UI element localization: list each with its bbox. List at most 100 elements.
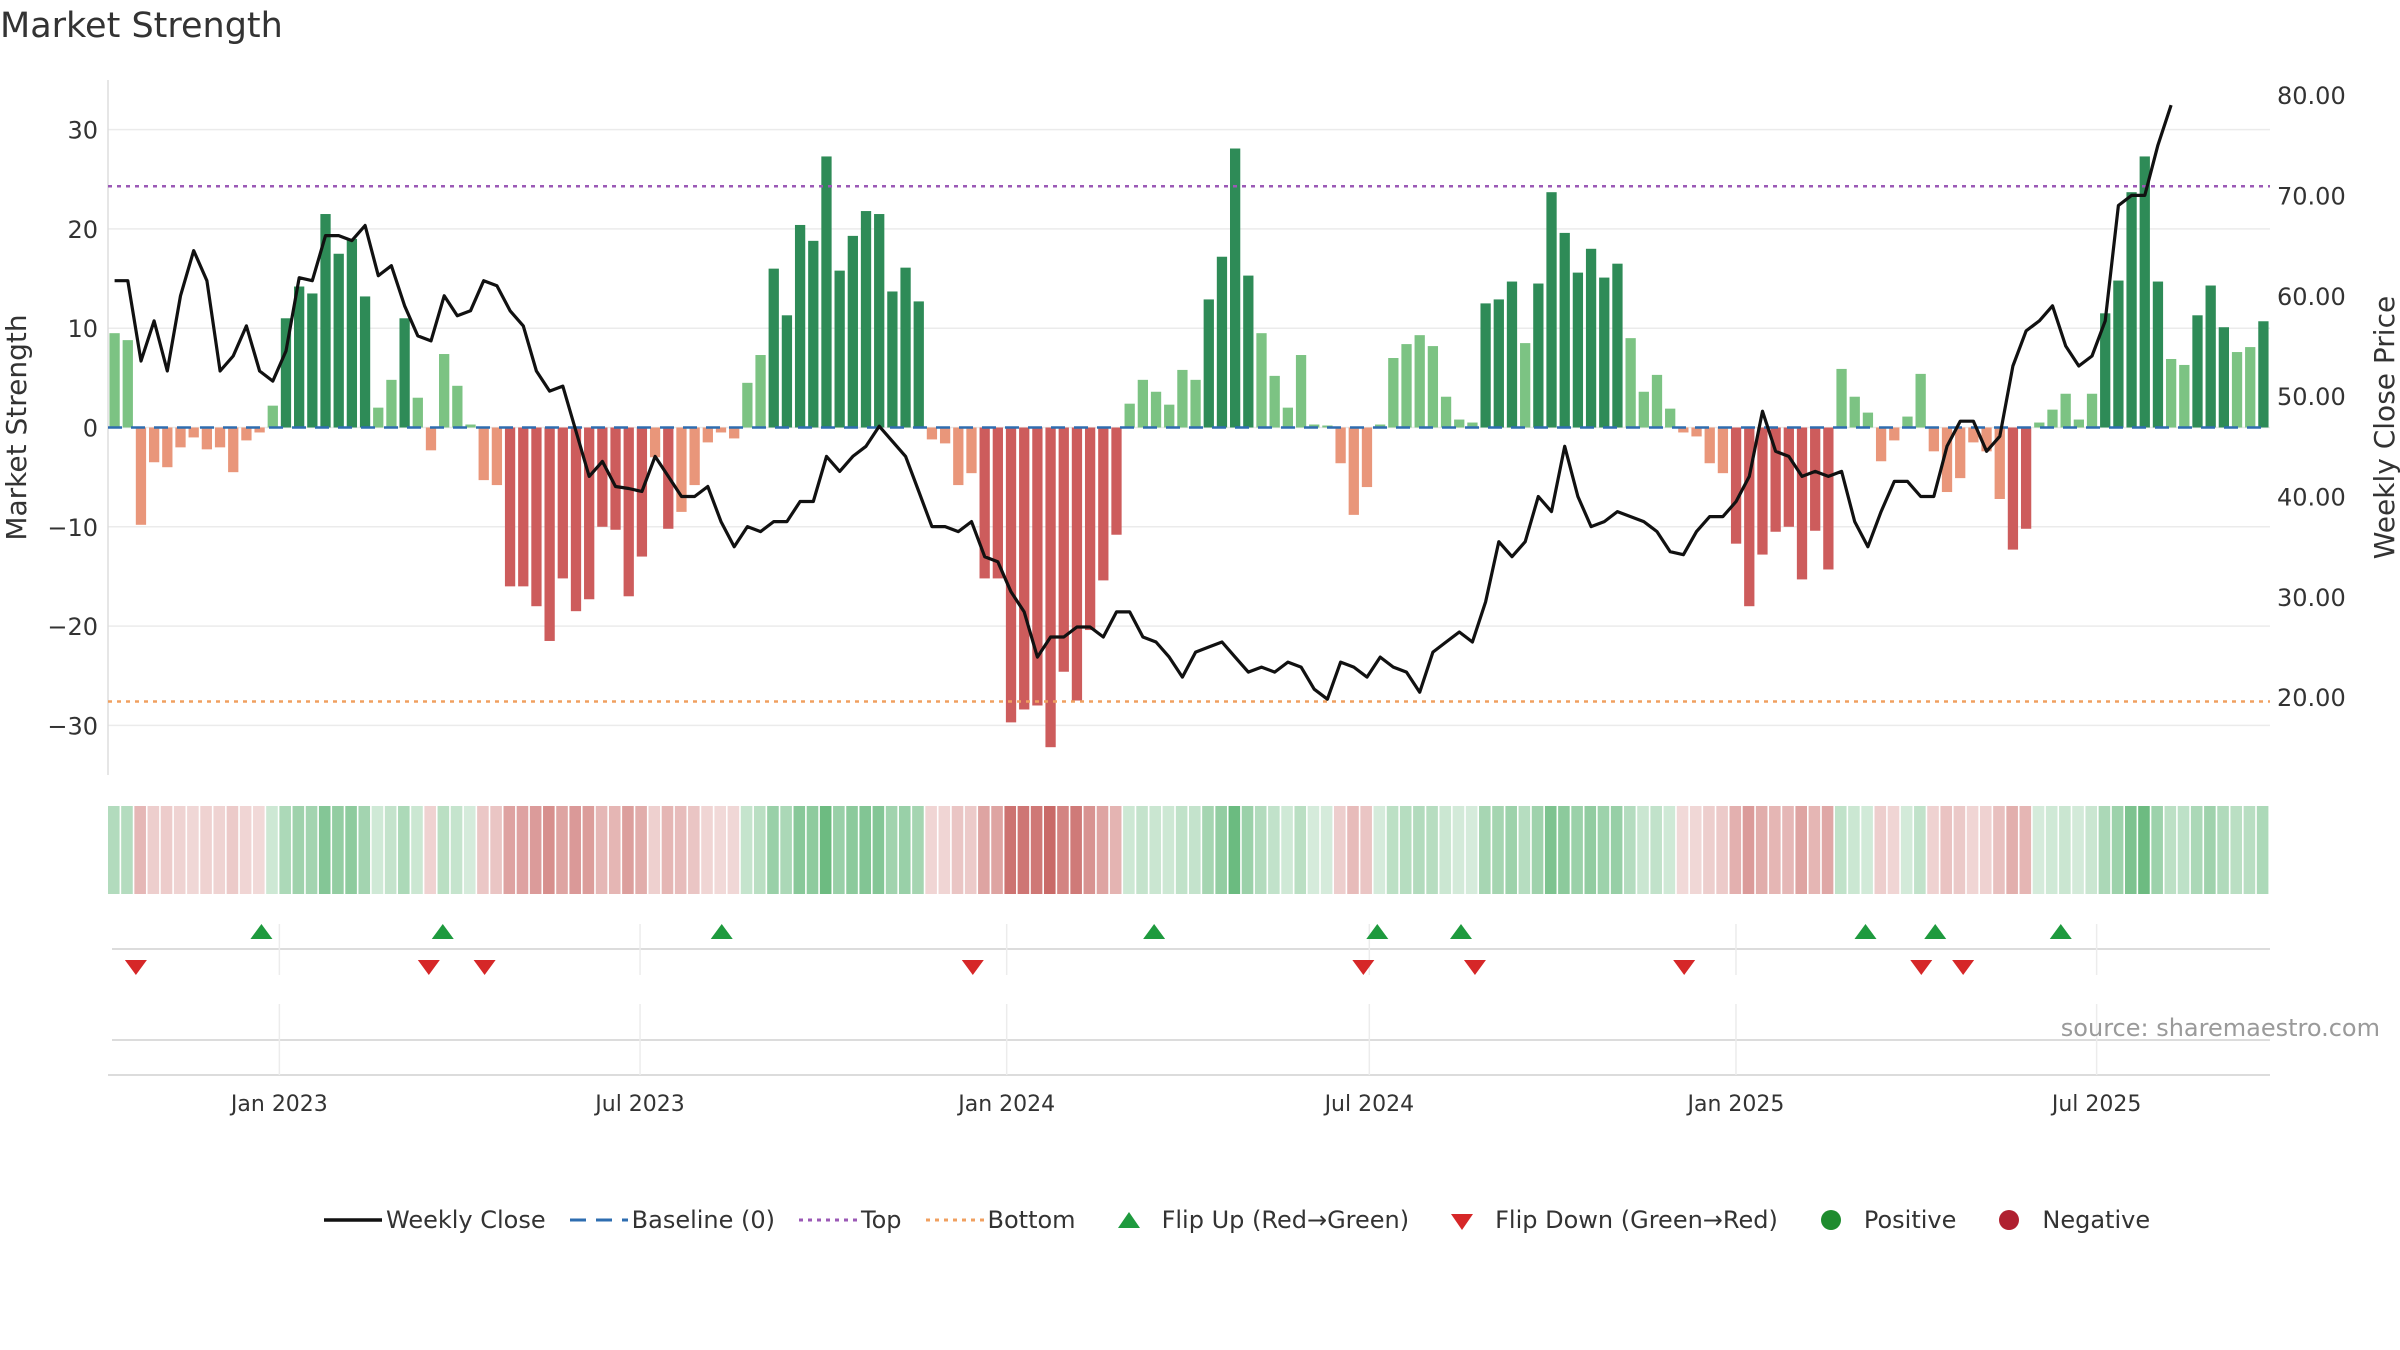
flip-up-marker: [710, 924, 733, 939]
strength-strip-cell: [529, 806, 542, 894]
strength-strip-cell: [1755, 806, 1768, 894]
strength-strip-cell: [1861, 806, 1873, 894]
legend-symbol-icon: [320, 1206, 386, 1234]
strength-strip-cell: [398, 806, 410, 894]
strength-strip-cell: [424, 806, 436, 894]
strength-bar: [1823, 427, 1834, 570]
strength-strip-cell: [1004, 806, 1017, 894]
strength-strip-cell: [978, 806, 990, 894]
strength-bar: [1361, 427, 1373, 488]
flip-up-marker: [1449, 924, 1472, 939]
flip-down-marker: [1463, 960, 1486, 975]
strength-bar: [1902, 416, 1913, 428]
strength-strip-cell: [463, 806, 476, 894]
source-note: source: sharemaestro.com: [2060, 1014, 2380, 1042]
strength-bar: [1256, 333, 1267, 428]
strength-bar: [2165, 358, 2177, 428]
strength-bar: [1493, 299, 1504, 428]
strength-bar: [570, 427, 582, 612]
strength-strip-cell: [1637, 806, 1649, 894]
strength-bar: [2192, 315, 2203, 428]
strength-bar: [1730, 427, 1742, 544]
strength-strip-cell: [1149, 806, 1162, 894]
strength-bar: [1375, 424, 1386, 428]
strength-strip-cell: [134, 806, 146, 894]
strength-bar: [1348, 427, 1359, 515]
strength-bar: [1796, 427, 1808, 580]
strength-strip-cell: [1399, 806, 1412, 894]
strength-strip-cell: [200, 806, 212, 894]
flip-up-marker: [1924, 924, 1947, 939]
strength-strip-cell: [1505, 806, 1517, 894]
strength-bar: [294, 286, 305, 428]
strength-strip-cell: [1479, 806, 1491, 894]
strength-strip-cell: [2059, 806, 2071, 894]
strength-bar: [359, 296, 371, 428]
strength-bar: [280, 318, 292, 428]
strength-bar: [623, 427, 634, 597]
strength-strip-cell: [859, 806, 872, 894]
y2-tick-label: 50.00: [2277, 383, 2346, 411]
strength-bar: [2139, 156, 2150, 428]
strength-bar: [1216, 256, 1228, 428]
y2-tick-label: 40.00: [2277, 483, 2346, 511]
y-tick-label: 10: [67, 315, 98, 343]
strength-bar: [2179, 364, 2190, 428]
strength-bar: [834, 270, 845, 428]
strength-bar: [346, 238, 358, 428]
strength-bar: [373, 407, 384, 428]
flip-down-marker: [1910, 960, 1933, 975]
strength-bar: [2007, 427, 2019, 550]
strength-bar: [1704, 427, 1715, 464]
strength-strip-cell: [292, 806, 305, 894]
legend-item: Weekly Close: [320, 1206, 546, 1234]
strength-bar: [649, 427, 661, 458]
strength-strip-cell: [2138, 806, 2150, 894]
strength-strip-cell: [1096, 806, 1109, 894]
strength-bar: [781, 315, 793, 428]
strength-bar: [504, 427, 516, 587]
strength-bar: [1243, 275, 1254, 428]
strength-bar: [412, 397, 423, 428]
strength-strip-cell: [780, 806, 792, 894]
y2-tick-label: 80.00: [2277, 82, 2346, 110]
legend-label: Negative: [2042, 1206, 2151, 1234]
strength-strip-cell: [595, 806, 608, 894]
strength-bar: [1150, 391, 1162, 428]
strength-bar: [584, 427, 595, 600]
strength-strip-cell: [1953, 806, 1966, 894]
strength-strip-cell: [1940, 806, 1953, 894]
strength-bar: [1717, 427, 1729, 474]
legend-item: Flip Down (Green→Red): [1429, 1206, 1778, 1234]
strength-strip-cell: [318, 806, 331, 894]
strength-bar: [1638, 391, 1649, 428]
x-tick-label: Jan 2024: [956, 1092, 1055, 1117]
strength-bar: [1295, 355, 1307, 428]
strength-bar: [1177, 369, 1188, 428]
strength-bar: [122, 340, 133, 428]
strength-bar: [267, 405, 278, 428]
strength-strip-cell: [2085, 806, 2098, 894]
strength-strip-cell: [2230, 806, 2243, 894]
strength-bar: [1440, 396, 1452, 428]
strength-strip-cell: [1109, 806, 1122, 894]
flip-up-marker: [2049, 924, 2072, 939]
strength-strip-cell: [1808, 806, 1821, 894]
strength-strip-cell: [1452, 806, 1465, 894]
strength-bar: [1124, 403, 1135, 428]
strength-strip-cell: [305, 806, 318, 894]
strength-bar: [491, 427, 503, 486]
legend-symbol-icon: [1429, 1206, 1495, 1234]
strength-strip-cell: [1610, 806, 1623, 894]
flip-down-marker: [124, 960, 147, 975]
strength-strip-cell: [1254, 806, 1267, 894]
strength-bar: [1401, 344, 1412, 428]
strength-strip-cell: [1360, 806, 1372, 894]
strength-strip-cell: [701, 806, 713, 894]
strength-bar: [821, 156, 832, 428]
legend-label: Top: [861, 1206, 902, 1234]
strength-bar: [1309, 424, 1320, 428]
strength-bar: [307, 293, 318, 428]
strength-strip-cell: [1558, 806, 1570, 894]
strength-strip-cell: [1795, 806, 1807, 894]
